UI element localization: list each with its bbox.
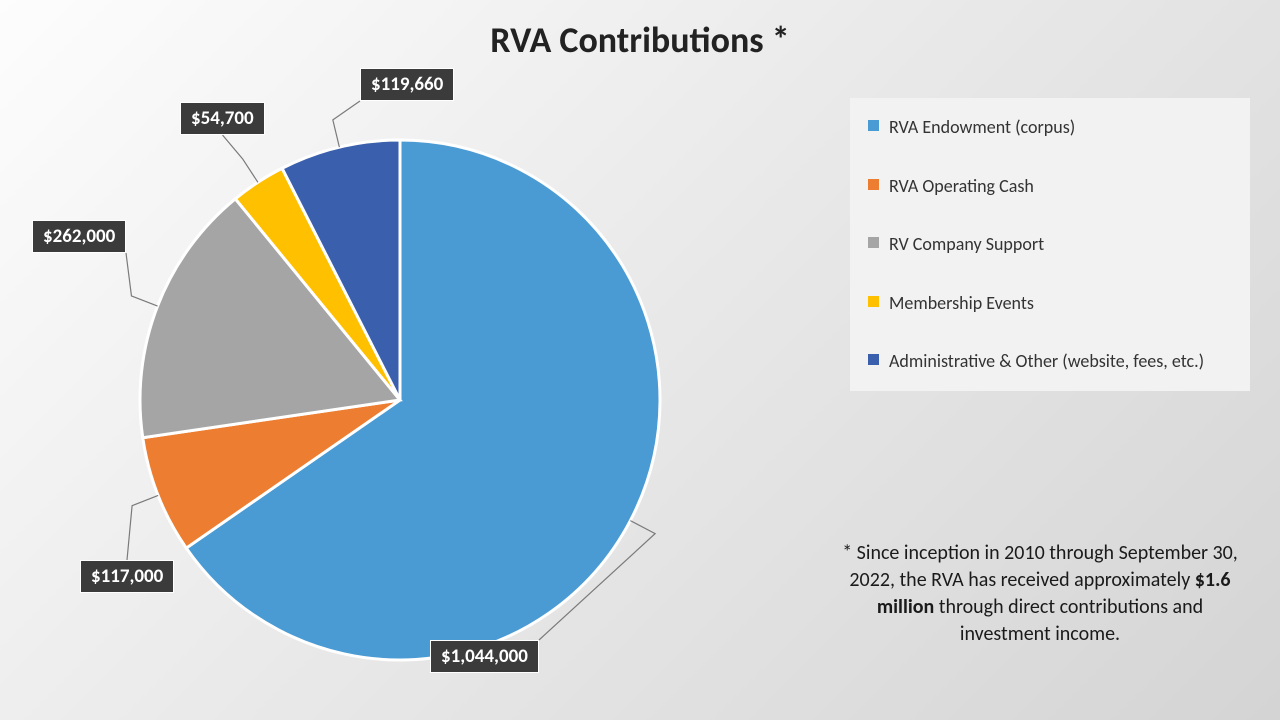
legend: RVA Endowment (corpus) RVA Operating Cash… [850,98,1250,391]
legend-item: RVA Operating Cash [868,175,1234,198]
footnote-prefix: * Since inception in 2010 through Septem… [842,541,1238,592]
legend-swatch [868,179,879,190]
legend-item: Membership Events [868,292,1234,315]
legend-item: RVA Endowment (corpus) [868,116,1234,139]
legend-label: RVA Endowment (corpus) [889,116,1075,139]
legend-swatch [868,120,879,131]
data-label: $54,700 [180,102,265,135]
leader-line [127,495,158,560]
footnote-suffix: through direct contributions and investm… [934,595,1203,646]
leader-line [126,253,158,306]
leader-line [223,135,258,182]
legend-swatch [868,354,879,365]
legend-item: Administrative & Other (website, fees, e… [868,350,1234,373]
data-label: $262,000 [32,220,126,253]
legend-label: RV Company Support [889,233,1044,256]
legend-item: RV Company Support [868,233,1234,256]
legend-label: Administrative & Other (website, fees, e… [889,350,1204,373]
legend-swatch [868,296,879,307]
leader-line [333,101,360,147]
data-label: $1,044,000 [430,640,539,673]
legend-label: RVA Operating Cash [889,175,1034,198]
data-label: $119,660 [360,68,454,101]
data-label: $117,000 [80,560,174,593]
legend-swatch [868,237,879,248]
legend-label: Membership Events [889,292,1034,315]
footnote: * Since inception in 2010 through Septem… [830,540,1250,648]
